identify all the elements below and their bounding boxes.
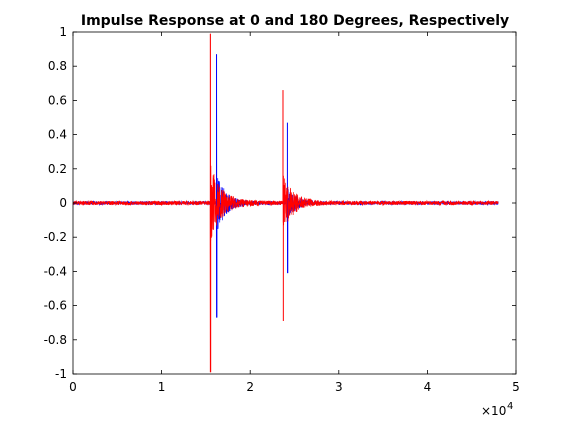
x-exponent-label: ×10 4 [481,401,513,418]
chart-title: Impulse Response at 0 and 180 Degrees, R… [81,13,509,29]
y-tick-label: 0.4 [48,128,67,142]
y-tick-label: 0.2 [48,162,67,176]
y-tick-label: 1 [59,25,67,39]
y-tick-label: 0.6 [48,93,67,107]
x-exponent-power: 4 [507,401,513,412]
y-tick-label: -0.6 [44,299,67,313]
y-tick-label: 0 [59,196,67,210]
x-tick-label: 2 [246,380,254,394]
y-tick-label: -0.4 [44,264,67,278]
y-tick-label: -0.2 [44,230,67,244]
y-tick-label: -1 [55,367,67,381]
series-layer [72,33,499,373]
x-exponent-base: ×10 [481,404,506,418]
y-tick-label: -0.8 [44,333,67,347]
series-line-2 [72,33,499,373]
x-tick-label: 0 [69,380,77,394]
x-tick-label: 1 [158,380,166,394]
x-tick-label: 3 [335,380,343,394]
ticks-layer: 0 1 2 3 4 5 -1 -0.8 -0.6 -0.4 -0.2 0 0.2 0.4 0.6 0.8 1 [44,25,520,394]
y-tick-label: 0.8 [48,59,67,73]
plot-area: 0 1 2 3 4 5 -1 -0.8 -0.6 -0.4 -0.2 0 0.2 0.4 0.6 0.8 1 [44,25,520,394]
x-tick-label: 4 [424,380,432,394]
x-tick-label: 5 [512,380,520,394]
